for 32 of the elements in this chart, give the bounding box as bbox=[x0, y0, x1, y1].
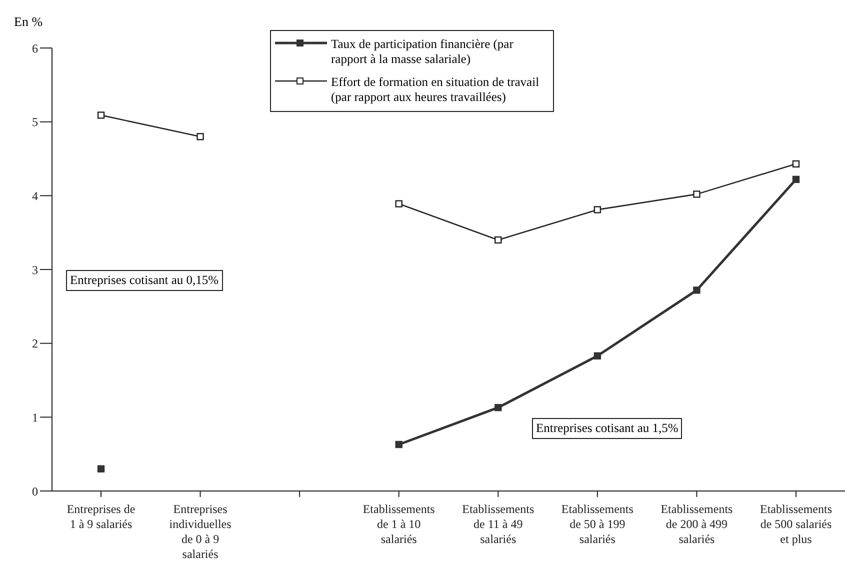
y-tick-label: 6 bbox=[32, 41, 38, 56]
point bbox=[395, 200, 402, 208]
y-tick-label: 1 bbox=[32, 410, 38, 424]
y-axis-title: En % bbox=[14, 14, 43, 30]
point bbox=[494, 404, 502, 412]
annotation: Entreprises cotisant au 1,5% bbox=[532, 418, 682, 439]
x-tick-label: Etablissements de 11 à 49 salariés bbox=[462, 502, 534, 546]
y-tick-label: 5 bbox=[32, 115, 38, 130]
point bbox=[693, 286, 700, 294]
point bbox=[594, 352, 602, 360]
point bbox=[97, 465, 105, 472]
point bbox=[395, 440, 402, 448]
x-tick-label: Etablissements de 500 salariés et plus bbox=[760, 502, 832, 546]
x-tick-label: Entreprises individuelles de 0 à 9 salariés bbox=[169, 502, 232, 561]
y-tick-label: 2 bbox=[32, 336, 38, 351]
legend-label: Effort de formation en situation de travail (par rapport aux heures travaillées) bbox=[331, 75, 540, 105]
annotation: Entreprises cotisant au 0,15% bbox=[66, 270, 223, 291]
x-tick-label: Etablissements de 200 à 499 salariés bbox=[660, 502, 734, 546]
point bbox=[594, 206, 602, 214]
x-tick-label: Entreprises de 1 à 9 salariés bbox=[66, 502, 136, 531]
point bbox=[792, 160, 800, 168]
point bbox=[494, 236, 502, 244]
legend-label: Taux de participation financière (par rapport à la masse salariale) bbox=[331, 37, 514, 67]
y-tick-label: 0 bbox=[32, 484, 38, 498]
point bbox=[196, 133, 204, 140]
x-tick-label: Etablissements de 1 à 10 salariés bbox=[362, 502, 436, 546]
y-tick-label: 3 bbox=[32, 262, 38, 277]
x-tick-label: Etablissements de 50 à 199 salariés bbox=[561, 502, 634, 546]
y-tick-label: 4 bbox=[32, 188, 38, 203]
point bbox=[693, 190, 700, 198]
point bbox=[97, 112, 105, 119]
point bbox=[792, 176, 800, 184]
